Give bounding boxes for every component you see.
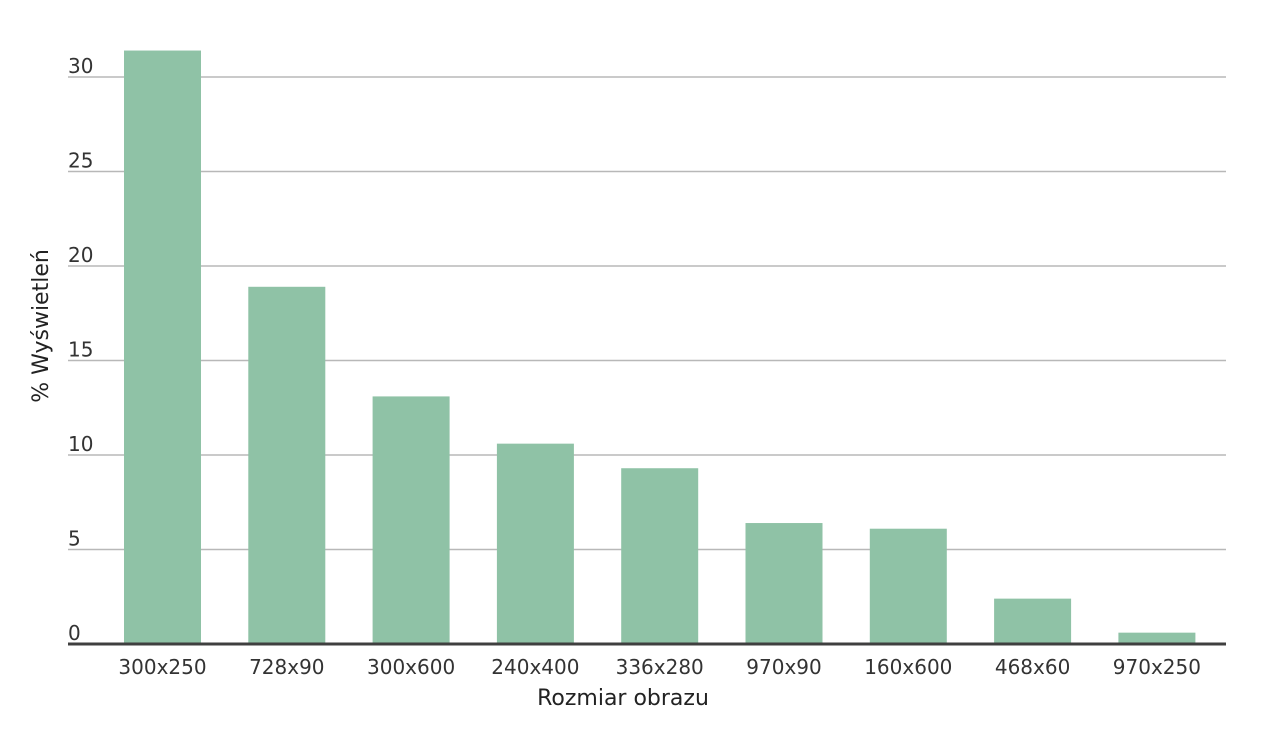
- bar: [745, 523, 823, 644]
- bar: [248, 286, 326, 644]
- x-axis-title: Rozmiar obrazu: [537, 686, 709, 711]
- bar: [372, 396, 450, 644]
- y-tick-label: 30: [68, 54, 93, 78]
- y-tick-label: 20: [68, 243, 93, 267]
- x-tick-label: 300x600: [367, 655, 455, 679]
- y-axis-title: % Wyświetleń: [29, 249, 54, 403]
- y-axis-ticks: 0 5 10 15 20 25 30: [68, 54, 93, 645]
- x-tick-label: 970x90: [746, 655, 821, 679]
- x-tick-label: 160x600: [864, 655, 952, 679]
- bar: [1118, 632, 1196, 644]
- y-tick-label: 5: [68, 527, 81, 551]
- x-tick-label: 336x280: [616, 655, 704, 679]
- bar: [869, 528, 947, 644]
- x-tick-label: 468x60: [995, 655, 1070, 679]
- y-tick-label: 10: [68, 432, 93, 456]
- y-tick-label: 25: [68, 149, 93, 173]
- x-tick-label: 728x90: [249, 655, 324, 679]
- bar: [496, 443, 574, 644]
- bar: [621, 468, 699, 644]
- x-tick-label: 970x250: [1113, 655, 1201, 679]
- x-axis-ticks: 300x250 728x90 300x600 240x400 336x280 970x90…: [118, 655, 1201, 679]
- x-tick-label: 240x400: [491, 655, 579, 679]
- y-tick-label: 15: [68, 338, 93, 362]
- x-tick-label: 300x250: [118, 655, 206, 679]
- bar: [994, 598, 1072, 644]
- bars: [124, 50, 1196, 645]
- y-tick-label: 0: [68, 621, 81, 645]
- bar: [124, 50, 201, 645]
